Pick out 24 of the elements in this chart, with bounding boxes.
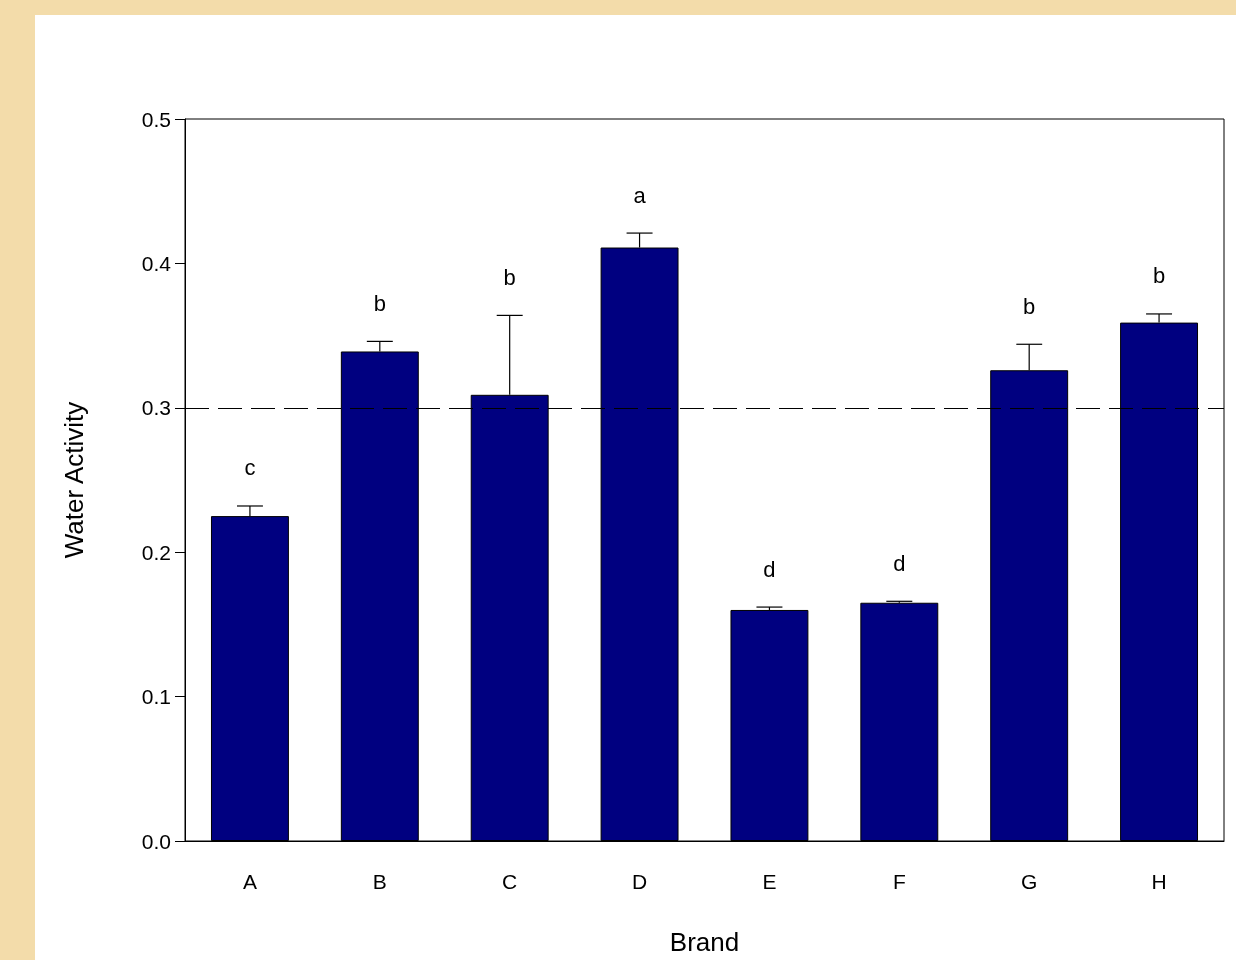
annotation: b xyxy=(373,290,386,316)
x-tick-label: F xyxy=(892,870,906,893)
x-tick-label: A xyxy=(242,870,257,893)
annotation: b xyxy=(1152,263,1166,289)
y-axis-title: Water Activity xyxy=(59,401,89,559)
x-tick-label: D xyxy=(631,870,648,893)
annotation: b xyxy=(503,264,516,290)
x-tick-label: E xyxy=(762,870,777,893)
y-tick-label: 0.2 xyxy=(141,540,171,564)
x-tick-label: G xyxy=(1021,870,1038,893)
annotation: c xyxy=(244,455,256,481)
x-axis-title: Brand xyxy=(669,927,740,957)
annotation: d xyxy=(893,550,906,576)
y-tick-label: 0.3 xyxy=(141,396,171,420)
y-tick-label: 0.1 xyxy=(141,685,171,709)
y-tick-label: 0.0 xyxy=(141,829,171,853)
y-tick-label: 0.5 xyxy=(141,107,171,131)
x-tick-label: B xyxy=(372,870,387,893)
x-tick-label: C xyxy=(502,870,518,893)
x-tick-label: H xyxy=(1151,870,1167,893)
annotation: a xyxy=(633,182,647,208)
annotation: d xyxy=(763,556,776,582)
y-tick-label: 0.4 xyxy=(141,251,172,275)
annotation: b xyxy=(1023,293,1036,319)
